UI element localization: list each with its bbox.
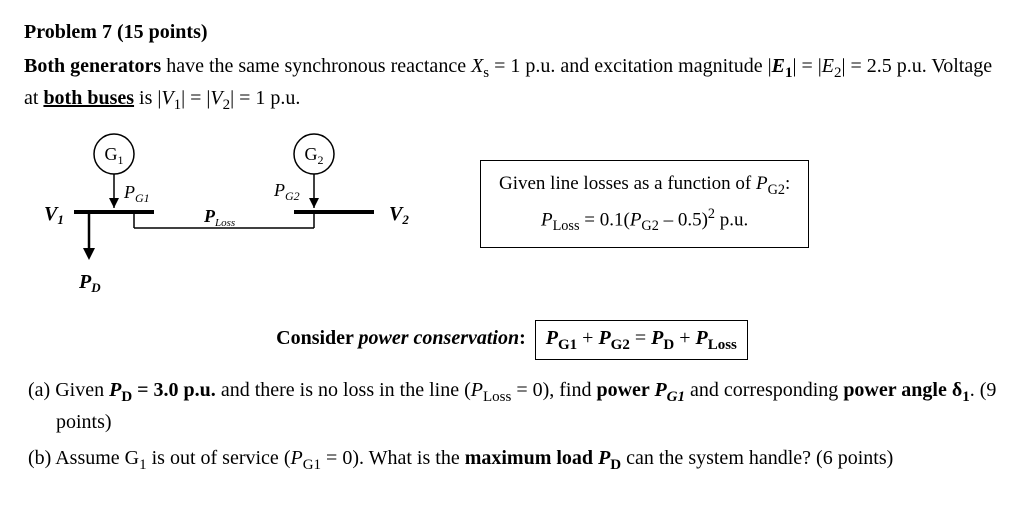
text: can the system handle? (6 points): [621, 447, 893, 469]
sub: G1: [303, 457, 321, 473]
var-pd: P: [109, 379, 121, 401]
loss-box: Given line losses as a function of PG2: …: [480, 160, 809, 248]
sub: Loss: [708, 337, 737, 353]
sub: 2: [223, 97, 231, 113]
var-pg1: P: [290, 447, 302, 469]
problem-title: Problem 7 (15 points): [24, 18, 1000, 46]
part-a: (a) Given PD = 3.0 p.u. and there is no …: [24, 376, 1000, 436]
text: p.u.: [715, 209, 748, 230]
sub: 1: [962, 389, 970, 405]
sub: G2: [768, 182, 785, 198]
text: – 0.5): [659, 209, 708, 230]
sub: D: [610, 457, 621, 473]
var-e2: E: [822, 55, 834, 77]
svg-text:G1: G1: [105, 144, 124, 167]
sub: 1: [174, 97, 182, 113]
both-buses: both buses: [43, 87, 134, 109]
text: +: [577, 327, 598, 349]
text: :: [519, 327, 526, 349]
text: +: [674, 327, 695, 349]
text: :: [785, 173, 790, 194]
part-b: (b) Assume G1 is out of service (PG1 = 0…: [24, 444, 1000, 476]
var-xs: X: [471, 55, 483, 77]
part-tag: (b): [28, 447, 51, 469]
text: | = |: [181, 87, 210, 109]
sub: G1: [558, 337, 577, 353]
sub: Loss: [483, 389, 511, 405]
text: | = 1 p.u.: [230, 87, 300, 109]
var-p: P: [598, 327, 610, 349]
var-p: P: [695, 327, 707, 349]
var-pg2: P: [756, 173, 768, 194]
var-pg1: P: [654, 379, 666, 401]
part-tag: (a): [28, 379, 50, 401]
var-v2: V: [210, 87, 222, 109]
svg-text:PD: PD: [78, 271, 101, 295]
var-ploss: P: [541, 209, 553, 230]
sub: G2: [611, 337, 630, 353]
text: maximum load: [465, 447, 598, 469]
text: | = |: [792, 55, 821, 77]
sub: G2: [641, 218, 658, 234]
sub: Loss: [553, 218, 580, 234]
loss-box-line1: Given line losses as a function of PG2:: [499, 171, 790, 201]
sub: D: [663, 337, 674, 353]
text: = 3.0 p.u.: [132, 379, 216, 401]
text: = 0), find: [511, 379, 596, 401]
text: power: [596, 379, 654, 401]
var-ploss: P: [471, 379, 483, 401]
text: is out of service (: [147, 447, 291, 469]
text: =: [630, 327, 651, 349]
text: Assume G: [51, 447, 139, 469]
sub: D: [121, 389, 132, 405]
parts: (a) Given PD = 3.0 p.u. and there is no …: [24, 376, 1000, 476]
diagram-row: G1 PG1 V1 PD PLoss G2 PG2 V2 Given line …: [44, 130, 1000, 310]
text: Given line losses as a function of: [499, 173, 756, 194]
var-e1: E: [772, 55, 785, 77]
text: and corresponding: [685, 379, 843, 401]
var-p: P: [546, 327, 558, 349]
conservation-label: Consider power conservation:: [276, 327, 531, 349]
loss-box-eq: PLoss = 0.1(PG2 – 0.5)2 p.u.: [499, 205, 790, 237]
text: power angle δ: [843, 379, 962, 401]
sub: 1: [139, 457, 147, 473]
var-pg2: P: [630, 209, 642, 230]
sub: G1: [667, 389, 685, 405]
text: Given: [50, 379, 109, 401]
svg-text:PG1: PG1: [123, 182, 150, 205]
var-v1: V: [161, 87, 173, 109]
svg-text:PLoss: PLoss: [203, 206, 235, 229]
svg-text:V1: V1: [44, 203, 64, 227]
text: = 1 p.u. and excitation magnitude |: [489, 55, 771, 77]
conservation-row: Consider power conservation: PG1 + PG2 =…: [24, 320, 1000, 360]
text: have the same synchronous reactance: [161, 55, 471, 77]
conservation-eq: PG1 + PG2 = PD + PLoss: [535, 320, 748, 360]
text: is |: [134, 87, 161, 109]
problem-statement: Both generators have the same synchronou…: [24, 52, 1000, 116]
var-p: P: [651, 327, 663, 349]
svg-text:G2: G2: [305, 144, 324, 167]
text: = 0.1(: [580, 209, 630, 230]
exp: 2: [708, 206, 715, 222]
text: = 0). What is the: [321, 447, 465, 469]
text: and there is no loss in the line (: [216, 379, 471, 401]
circuit-diagram: G1 PG1 V1 PD PLoss G2 PG2 V2: [44, 130, 444, 310]
text: power conservation: [359, 327, 520, 349]
var-pd: P: [598, 447, 610, 469]
svg-text:V2: V2: [389, 203, 409, 227]
text: Both generators: [24, 55, 161, 77]
svg-text:PG2: PG2: [273, 180, 300, 203]
text: Consider: [276, 327, 358, 349]
